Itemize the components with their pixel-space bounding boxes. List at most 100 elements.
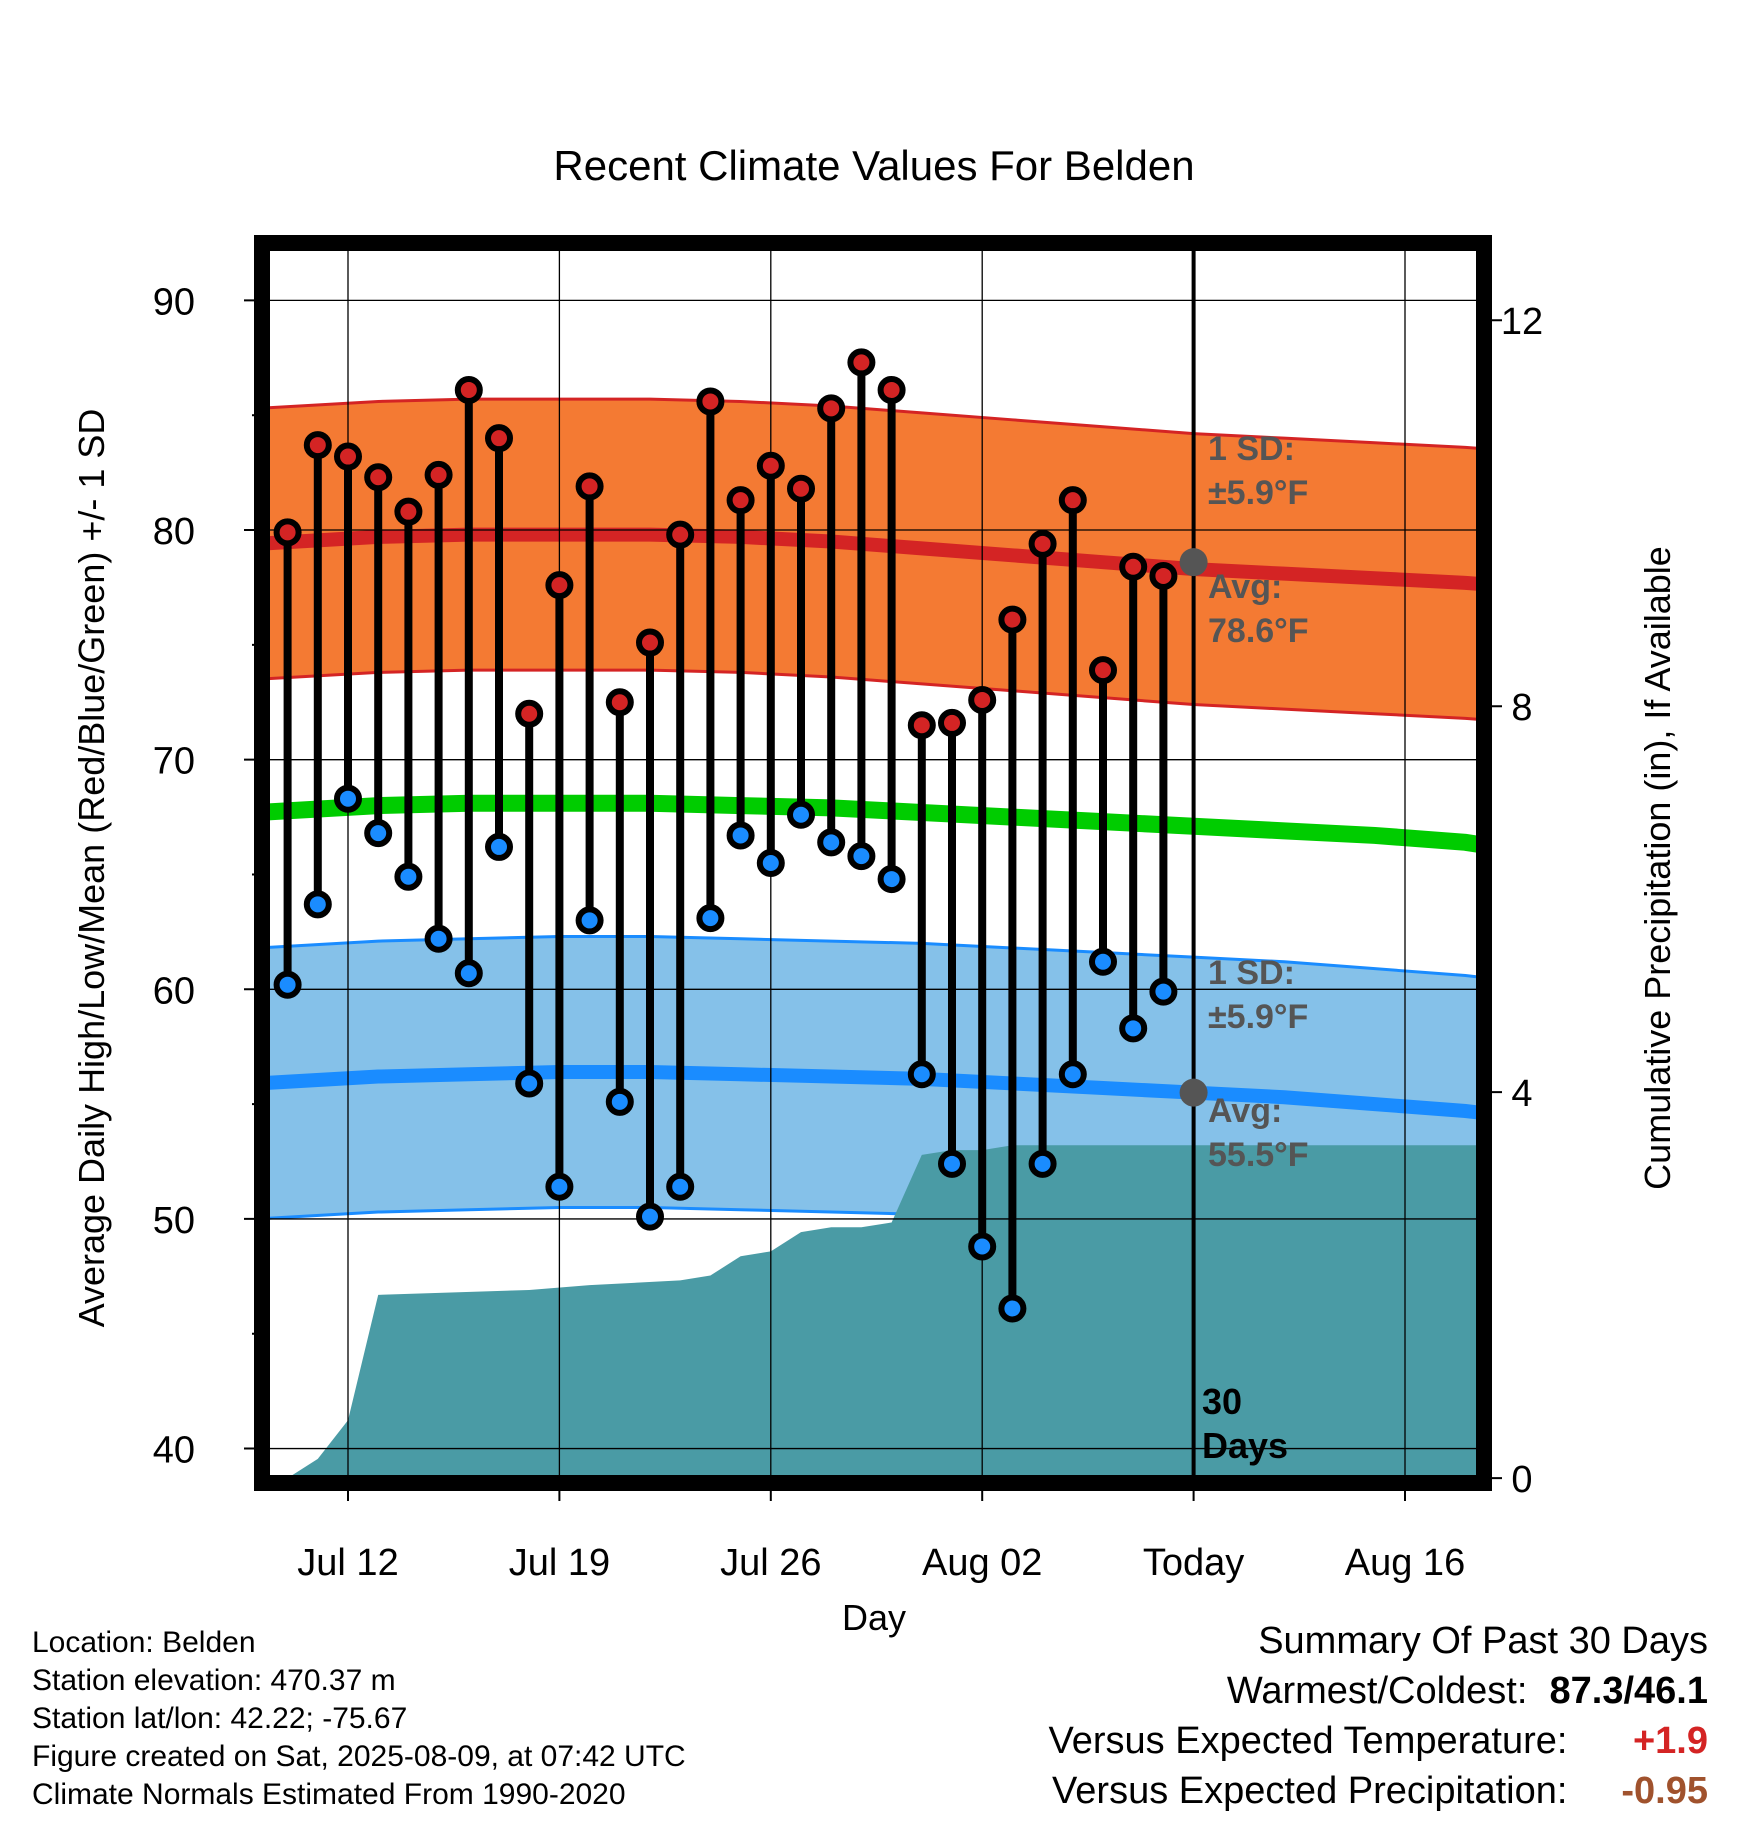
low-temp-point [1058, 1060, 1087, 1089]
high-temp-point [273, 518, 302, 547]
low-temp-point [394, 862, 423, 891]
high-temp-point [424, 460, 453, 489]
warmest-value: 87.3/46.1 [1549, 1670, 1708, 1712]
high-temp-point [334, 442, 362, 471]
x-axis-label: Day [842, 1597, 906, 1638]
high-temp-point [1089, 656, 1117, 685]
high-temp-point [726, 486, 755, 515]
low-temp-point [545, 1172, 574, 1201]
avg-high-annotation-line: Avg: [1208, 568, 1282, 606]
high-temp-point [485, 424, 513, 453]
temp-value: +1.9 [1632, 1720, 1708, 1762]
high-temp-point [817, 394, 846, 423]
low-temp-point [364, 819, 393, 848]
high-temp-point [575, 472, 604, 501]
low-temp-point [454, 959, 483, 988]
chart-title: Recent Climate Values For Belden [553, 142, 1194, 189]
summary-heading: Summary Of Past 30 Days [1258, 1620, 1708, 1662]
station-metadata: Location: Belden Station elevation: 470.… [32, 1624, 686, 1814]
plot-area: 1 SD: ±5.9°F Avg: 78.6°F 1 SD: ±5.9°F Avg: 55.5… [153, 235, 1543, 1584]
high-temp-point [968, 685, 997, 714]
summary-precip-row: Versus Expected Precipitation: -0.95 [1049, 1770, 1708, 1820]
high-sd-band [262, 399, 1484, 720]
low-temp-point [1089, 947, 1117, 976]
low-temp-point [696, 904, 725, 933]
low-temp-point [847, 842, 876, 871]
high-temp-point [454, 375, 483, 404]
cumulative-precip-area [287, 1145, 1484, 1483]
low-temp-point [726, 821, 755, 850]
created-text: Figure created on Sat, 2025-08-09, at 07… [32, 1740, 686, 1773]
low-sd-annotation-line: 1 SD: [1208, 954, 1295, 992]
x-tick-label: Aug 16 [1345, 1542, 1465, 1584]
low-temp-point [817, 828, 846, 857]
low-temp-point [303, 890, 332, 919]
high-temp-point [666, 520, 695, 549]
low-sd-annotation-line: ±5.9°F [1208, 998, 1308, 1036]
y-tick-label: 60 [153, 970, 195, 1012]
avg-low-annotation: Avg: 55.5°F [1208, 1092, 1309, 1174]
location-text: Location: Belden [32, 1626, 256, 1659]
high-temp-point [364, 463, 393, 492]
low-temp-point [485, 832, 513, 861]
avg-low-annotation-line: Avg: [1208, 1092, 1282, 1130]
high-temp-point [394, 497, 423, 526]
low-temp-point [636, 1202, 664, 1231]
high-temp-point [1119, 552, 1148, 581]
plot-clipped-group [262, 243, 1484, 1483]
low-sd-annotation: 1 SD: ±5.9°F [1208, 954, 1308, 1036]
high-temp-point [998, 605, 1027, 634]
high-temp-point [605, 688, 634, 717]
x-tick-label: Today [1143, 1542, 1244, 1584]
y-tick-label: 90 [153, 281, 195, 323]
x-tick-label: Jul 26 [720, 1542, 821, 1584]
low-temp-point [334, 784, 362, 813]
low-temp-point [1119, 1014, 1148, 1043]
y2-axis-label: Cumulative Precipitation (in), If Availa… [1637, 546, 1678, 1190]
y-tick-label: 40 [153, 1430, 195, 1472]
precip-label: Versus Expected Precipitation: [1052, 1770, 1568, 1812]
avg-low-annotation-line: 55.5°F [1208, 1136, 1309, 1174]
high-temp-point [1058, 486, 1087, 515]
low-temp-point [666, 1172, 695, 1201]
low-temp-point [968, 1232, 997, 1261]
low-temp-point [756, 849, 785, 877]
summary-panel: Summary Of Past 30 Days Warmest/Coldest:… [1049, 1620, 1708, 1820]
high-temp-point [545, 571, 574, 600]
days-annotation-line: Days [1202, 1425, 1288, 1466]
high-temp-point [636, 628, 664, 657]
low-temp-point [515, 1069, 544, 1098]
high-temp-point [1149, 561, 1178, 590]
x-tick-label: Aug 02 [922, 1542, 1042, 1584]
y-tick-label: 50 [153, 1200, 195, 1242]
high-temp-point [515, 699, 544, 728]
y-tick-label: 70 [153, 741, 195, 783]
low-temp-point [1028, 1149, 1057, 1178]
low-temp-point [1149, 977, 1178, 1006]
high-temp-point [696, 387, 725, 416]
high-temp-point [1028, 529, 1057, 558]
temp-label: Versus Expected Temperature: [1048, 1720, 1568, 1762]
high-temp-point [787, 474, 815, 503]
latlon-text: Station lat/lon: 42.22; -75.67 [32, 1702, 408, 1735]
low-temp-point [787, 800, 815, 829]
normals-text: Climate Normals Estimated From 1990-2020 [32, 1778, 626, 1811]
high-sd-annotation-line: ±5.9°F [1208, 474, 1308, 512]
high-temp-point [847, 348, 876, 377]
y-axis-label: Average Daily High/Low/Mean (Red/Blue/Gr… [71, 409, 112, 1328]
avg-high-annotation-line: 78.6°F [1208, 612, 1309, 650]
high-sd-upper-edge [262, 397, 1484, 451]
summary-warmest-row: Warmest/Coldest: 87.3/46.1 [1049, 1670, 1708, 1720]
summary-temp-row: Versus Expected Temperature: +1.9 [1049, 1720, 1708, 1770]
high-sd-annotation: 1 SD: ±5.9°F [1208, 430, 1308, 512]
today-avg-low-marker [1179, 1078, 1208, 1107]
low-temp-point [998, 1294, 1027, 1323]
precip-value: -0.95 [1621, 1770, 1708, 1812]
low-temp-point [273, 970, 302, 999]
low-temp-point [938, 1149, 966, 1178]
low-temp-point [877, 865, 906, 894]
plot-frame [254, 235, 1492, 1491]
high-temp-point [877, 375, 906, 404]
avg-high-annotation: Avg: 78.6°F [1208, 568, 1309, 650]
